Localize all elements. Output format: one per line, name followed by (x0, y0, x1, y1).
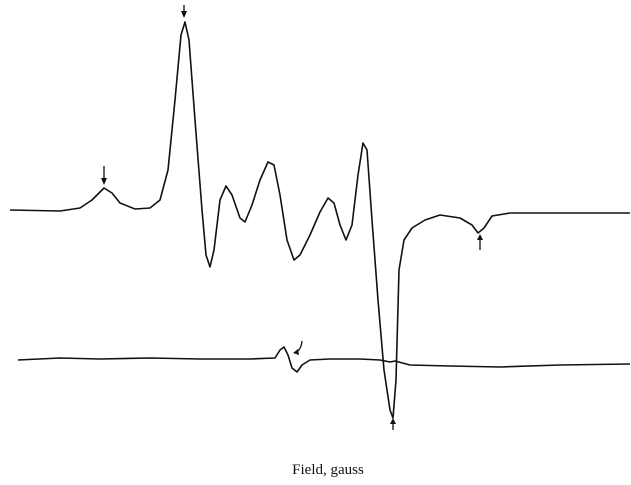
x-axis-label: Field, gauss (292, 462, 364, 478)
spectrum-line (9, 21, 630, 419)
peak-arrows (101, 5, 483, 430)
spectrum-line (17, 346, 631, 373)
arrow-head (477, 234, 483, 240)
arrow-head (293, 349, 299, 355)
arrow-head (390, 418, 396, 424)
arrow-head (181, 11, 187, 18)
arrow-head (101, 178, 107, 185)
